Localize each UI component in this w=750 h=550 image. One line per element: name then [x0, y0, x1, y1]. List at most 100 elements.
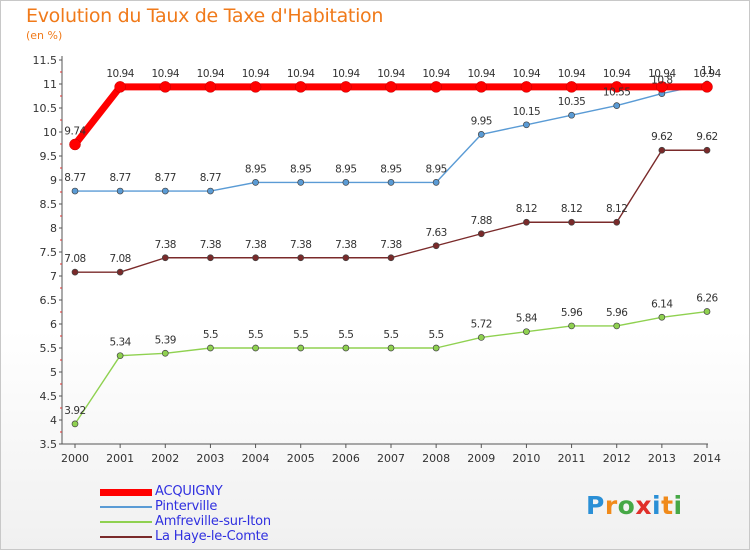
data-point-2: [116, 352, 124, 360]
data-label-0: 10.94: [332, 68, 360, 80]
data-label-3: 7.38: [200, 239, 221, 251]
data-label-3: 7.88: [471, 215, 492, 227]
data-label-1: 8.77: [109, 172, 130, 184]
data-label-1: 11: [701, 65, 713, 77]
data-label-3: 8.12: [606, 203, 627, 215]
data-label-3: 9.62: [651, 131, 672, 143]
x-tick-label: 2012: [603, 452, 631, 465]
data-point-0: [69, 138, 81, 151]
data-point-0: [159, 81, 172, 93]
data-point-2: [207, 344, 214, 352]
data-label-0: 10.94: [152, 68, 180, 80]
y-tick-label: 5.5: [40, 342, 58, 355]
data-label-0: 10.94: [468, 68, 496, 80]
y-tick-label: 8: [50, 222, 57, 235]
legend-label: ACQUIGNY: [155, 484, 223, 499]
data-point-0: [565, 81, 578, 93]
data-point-2: [568, 322, 575, 330]
x-tick-label: 2013: [648, 452, 676, 465]
data-label-2: 5.72: [471, 318, 492, 330]
data-label-1: 9.95: [471, 115, 492, 127]
data-point-3: [297, 254, 305, 262]
data-point-3: [342, 254, 350, 262]
data-point-3: [387, 254, 395, 262]
data-label-3: 7.38: [245, 239, 266, 251]
data-label-2: 3.92: [64, 405, 85, 417]
y-tick-label: 6.5: [40, 294, 58, 307]
data-point-2: [432, 344, 440, 352]
data-label-3: 7.38: [380, 239, 401, 251]
x-tick-label: 2014: [693, 452, 721, 465]
data-point-0: [114, 81, 126, 93]
data-label-0: 10.94: [513, 68, 541, 80]
x-tick-label: 2011: [558, 452, 586, 465]
y-tick-label: 5: [50, 366, 57, 379]
chart-title: Evolution du Taux de Taxe d'Habitation: [26, 5, 384, 27]
data-point-3: [432, 242, 440, 250]
y-tick-label: 10: [43, 126, 57, 139]
data-label-2: 5.96: [606, 307, 628, 319]
data-point-0: [701, 81, 713, 93]
data-point-1: [116, 187, 124, 195]
data-point-1: [161, 187, 169, 195]
data-point-0: [249, 81, 262, 93]
data-point-0: [610, 81, 623, 93]
data-point-1: [432, 179, 440, 186]
x-tick-label: 2007: [377, 452, 405, 465]
data-point-1: [71, 187, 79, 195]
data-point-0: [430, 81, 442, 93]
y-tick-label: 9: [50, 174, 57, 187]
data-point-0: [340, 81, 352, 93]
y-tick-label: 11.5: [33, 54, 58, 67]
data-label-1: 10.55: [603, 87, 631, 99]
data-label-0: 10.94: [197, 68, 225, 80]
data-label-2: 5.5: [293, 329, 308, 341]
data-label-2: 5.5: [203, 329, 218, 341]
data-label-2: 5.5: [338, 329, 353, 341]
y-tick-label: 10.5: [33, 102, 58, 115]
data-point-2: [161, 349, 169, 357]
data-point-3: [568, 218, 575, 226]
proxiti-logo: Proxiti: [586, 491, 683, 520]
data-label-1: 8.77: [200, 172, 221, 184]
data-label-2: 6.14: [651, 298, 673, 310]
x-tick-label: 2006: [332, 452, 360, 465]
data-label-1: 8.95: [245, 163, 266, 175]
legend-label: Amfreville-sur-Iton: [155, 514, 271, 529]
data-point-1: [613, 102, 621, 109]
data-point-3: [658, 146, 666, 154]
y-tick-label: 7: [50, 270, 57, 283]
legend-swatch: [100, 506, 152, 508]
data-point-1: [252, 179, 259, 186]
data-label-1: 10.35: [558, 96, 586, 108]
y-tick-label: 9.5: [40, 150, 58, 163]
data-label-0: 9.74: [64, 125, 86, 137]
data-label-2: 5.34: [109, 337, 131, 349]
logo-letter: i: [673, 491, 683, 520]
data-point-2: [477, 334, 485, 341]
data-point-0: [385, 81, 397, 93]
data-label-0: 10.94: [422, 68, 450, 80]
x-tick-label: 2010: [512, 452, 540, 465]
legend-swatch: [100, 536, 152, 538]
data-point-3: [477, 230, 485, 238]
data-point-3: [207, 254, 214, 262]
data-point-2: [71, 420, 79, 428]
data-point-1: [477, 131, 485, 138]
data-label-2: 5.96: [561, 307, 583, 319]
data-point-2: [658, 313, 666, 321]
x-tick-label: 2005: [287, 452, 315, 465]
legend-swatch: [100, 488, 152, 496]
data-label-1: 8.95: [425, 163, 446, 175]
data-label-2: 5.5: [383, 329, 398, 341]
legend-label: Pinterville: [155, 499, 218, 514]
data-label-3: 7.38: [155, 239, 176, 251]
x-tick-label: 2002: [151, 452, 179, 465]
x-tick-label: 2003: [196, 452, 224, 465]
data-point-3: [613, 218, 621, 226]
data-point-1: [207, 187, 214, 195]
y-tick-label: 8.5: [40, 198, 58, 211]
data-label-1: 8.95: [290, 163, 311, 175]
legend-swatch: [100, 521, 152, 523]
